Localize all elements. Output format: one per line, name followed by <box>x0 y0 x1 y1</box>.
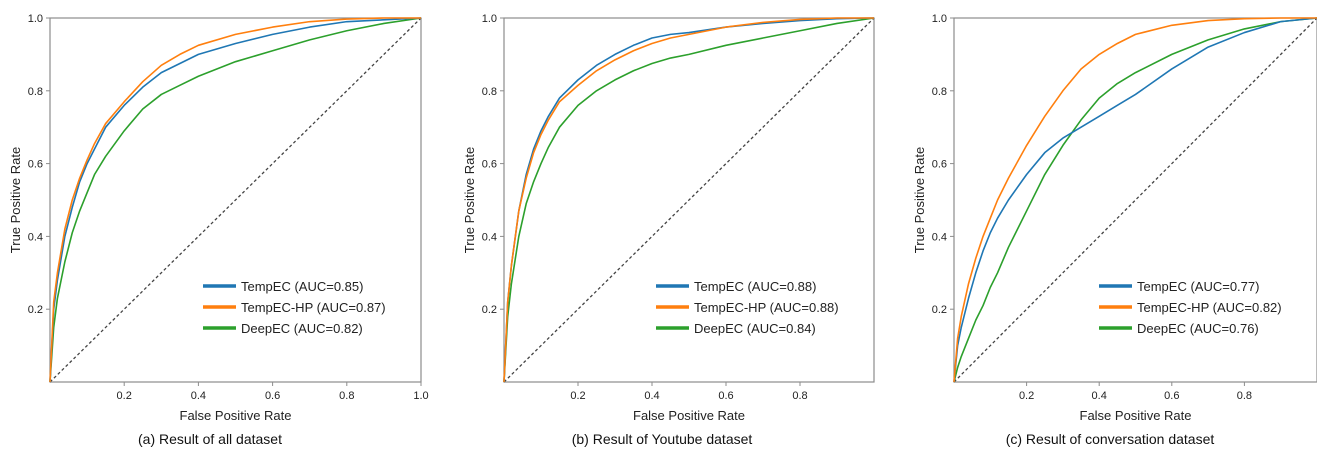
roc-curve-series-2 <box>503 17 874 383</box>
x-tick-label: 0.2 <box>117 390 132 402</box>
x-tick-label: 0.8 <box>1237 390 1252 402</box>
plot-frame <box>49 17 422 383</box>
x-tick-label: 0.4 <box>644 390 659 402</box>
roc-curve-series-3 <box>953 17 1317 383</box>
y-tick-label: 0.2 <box>482 304 497 316</box>
legend-entry-3: DeepEC (AUC=0.76) <box>1137 321 1259 336</box>
legend-entry-2: TempEC-HP (AUC=0.88) <box>694 300 839 315</box>
x-tick-label: 0.6 <box>1164 390 1179 402</box>
y-axis-label: True Positive Rate <box>8 147 23 253</box>
y-tick-label: 0.6 <box>932 159 947 171</box>
y-tick-label: 0.6 <box>482 159 497 171</box>
roc-curve-series-3 <box>503 17 875 383</box>
y-tick-label: 0.2 <box>932 304 947 316</box>
x-tick-label: 0.4 <box>1092 390 1107 402</box>
y-tick-label: 1.0 <box>932 13 947 25</box>
roc-curve-series-3 <box>49 17 422 383</box>
y-tick-label: 0.2 <box>28 304 43 316</box>
plot-frame <box>503 17 875 383</box>
panel-caption: (a) Result of all dataset <box>138 431 282 447</box>
x-tick-label: 1.0 <box>413 390 428 402</box>
x-axis-label: False Positive Rate <box>633 408 745 423</box>
x-tick-label: 0.6 <box>718 390 733 402</box>
legend-entry-1: TempEC (AUC=0.85) <box>241 279 363 294</box>
y-tick-label: 0.8 <box>482 86 497 98</box>
roc-panel-1: 0.2 0.4 0.6 0.8 1.0 0.2 0.4 0.6 0.8 1.0 False Posi… <box>8 13 429 447</box>
y-tick-label: 0.4 <box>28 231 43 243</box>
y-axis-label: True Positive Rate <box>912 147 927 253</box>
y-tick-label: 0.4 <box>482 231 497 243</box>
plot-frame <box>953 17 1317 383</box>
x-axis-label: False Positive Rate <box>1080 408 1192 423</box>
legend-entry-1: TempEC (AUC=0.77) <box>1137 279 1259 294</box>
y-tick-label: 0.6 <box>28 159 43 171</box>
y-tick-label: 0.8 <box>28 86 43 98</box>
roc-curve-series-1 <box>953 17 1317 383</box>
y-tick-label: 1.0 <box>28 13 43 25</box>
x-tick-label: 0.8 <box>792 390 807 402</box>
x-axis-label: False Positive Rate <box>180 408 292 423</box>
chance-diagonal <box>49 17 422 383</box>
x-tick-label: 0.2 <box>570 390 585 402</box>
panel-caption: (c) Result of conversation dataset <box>1006 431 1215 447</box>
legend-entry-2: TempEC-HP (AUC=0.82) <box>1137 300 1282 315</box>
x-tick-label: 0.6 <box>265 390 280 402</box>
legend-entry-2: TempEC-HP (AUC=0.87) <box>241 300 386 315</box>
roc-panel-2: 0.2 0.4 0.6 0.8 1.0 0.2 0.4 0.6 0.8 False Positiv… <box>462 13 875 447</box>
roc-curve-series-1 <box>49 17 422 383</box>
legend-entry-3: DeepEC (AUC=0.84) <box>694 321 816 336</box>
legend-entry-1: TempEC (AUC=0.88) <box>694 279 816 294</box>
x-tick-label: 0.2 <box>1019 390 1034 402</box>
x-tick-label: 0.8 <box>339 390 354 402</box>
y-tick-label: 0.4 <box>932 231 947 243</box>
chance-diagonal <box>503 17 875 383</box>
x-tick-label: 0.4 <box>191 390 206 402</box>
roc-curve-series-2 <box>49 17 421 383</box>
y-tick-label: 0.8 <box>932 86 947 98</box>
legend-entry-3: DeepEC (AUC=0.82) <box>241 321 363 336</box>
roc-curve-series-2 <box>953 17 1317 383</box>
panel-caption: (b) Result of Youtube dataset <box>572 431 753 447</box>
y-tick-label: 1.0 <box>482 13 497 25</box>
y-axis-label: True Positive Rate <box>462 147 477 253</box>
roc-panel-3: 0.2 0.4 0.6 0.8 1.0 0.2 0.4 0.6 0.8 False Positiv… <box>912 13 1317 447</box>
